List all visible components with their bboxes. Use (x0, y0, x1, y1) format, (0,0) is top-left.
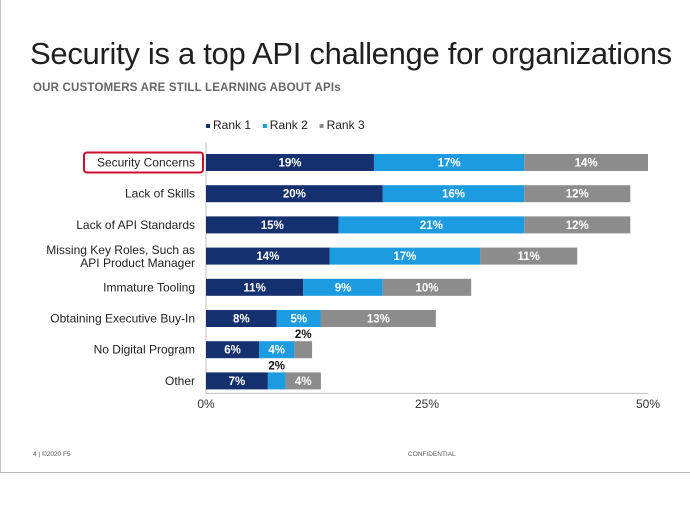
data-label: 9% (335, 282, 352, 294)
legend-label-3: Rank 3 (327, 118, 365, 132)
bar-segment (206, 154, 374, 171)
highlight-box (83, 151, 204, 174)
data-label: 21% (420, 220, 443, 232)
bar-segment (206, 247, 330, 265)
data-label: 10% (415, 282, 438, 294)
bar-segment (524, 154, 648, 171)
bar-segment (206, 278, 304, 296)
data-label: 7% (229, 376, 246, 388)
bar-segment (259, 341, 295, 359)
footer-confidential: CONFIDENTIAL (408, 451, 456, 458)
bar-segment (276, 310, 321, 327)
bar-segment (206, 310, 277, 327)
data-label: 11% (517, 251, 539, 263)
data-label: 17% (393, 251, 416, 263)
category-label: Obtaining Executive Buy-In (50, 312, 195, 326)
legend-swatch-1 (206, 124, 210, 128)
data-label: 13% (367, 314, 390, 326)
data-label: 2% (268, 360, 285, 372)
slide-title: Security is a top API challenge for orga… (30, 36, 672, 71)
data-label: 15% (261, 220, 284, 232)
bar-segment (206, 185, 383, 203)
legend-label-1: Rank 1 (213, 118, 251, 132)
bar-segment (206, 372, 268, 390)
below-slide-area (0, 473, 690, 517)
data-label: 4% (295, 376, 312, 388)
bar-segment (382, 185, 525, 203)
x-tick-label: 50% (636, 397, 660, 411)
data-label: 19% (278, 158, 301, 170)
category-label: Missing Key Roles, Such as API Product Ma… (46, 243, 195, 270)
bar-segment (294, 341, 313, 359)
category-label: Lack of API Standards (76, 218, 195, 232)
data-label: 20% (283, 189, 306, 201)
bar-segment (524, 216, 631, 234)
slide-left-edge (0, 0, 1, 472)
slide: Security is a top API challenge for orga… (0, 0, 690, 473)
slide-subtitle: OUR CUSTOMERS ARE STILL LEARNING ABOUT A… (33, 82, 341, 94)
x-tick-label: 25% (415, 397, 439, 411)
legend-label-2: Rank 2 (270, 118, 308, 132)
x-tick-label: 0% (197, 397, 215, 411)
bar-segment (285, 372, 321, 390)
category-label: Other (165, 374, 195, 388)
data-label: 5% (291, 314, 308, 326)
footer-page-number: 4 | ©2020 F5 (33, 451, 71, 458)
bar-segment (267, 372, 286, 390)
bar-segment (524, 185, 631, 203)
bar-segment (373, 154, 525, 171)
bar-segment (382, 278, 472, 296)
category-label: Immature Tooling (103, 280, 195, 294)
data-label: 12% (566, 189, 589, 201)
data-label: 2% (295, 329, 312, 341)
bar-segment (303, 278, 383, 296)
data-label: 11% (243, 282, 265, 294)
bar-segment (329, 247, 481, 265)
bar-segment (480, 247, 578, 265)
category-label: Lack of Skills (125, 187, 195, 201)
data-label: 4% (268, 345, 285, 357)
data-label: 14% (575, 158, 598, 170)
data-label: 12% (566, 220, 589, 232)
data-label: 6% (224, 345, 241, 357)
bar-segment (320, 310, 436, 327)
bar-segment (206, 216, 339, 234)
category-label: Security Concerns (97, 156, 195, 170)
category-label: No Digital Program (94, 343, 195, 357)
data-label: 16% (442, 189, 465, 201)
data-label: 14% (256, 251, 279, 263)
bar-segment (206, 341, 260, 359)
legend-swatch-2 (262, 124, 267, 128)
data-label: 8% (233, 314, 250, 326)
legend-swatch-3 (319, 124, 324, 128)
data-label: 17% (438, 158, 461, 170)
stacked-bar-chart: Rank 1 Rank 2 Rank 3 0% 25% 50% Security Conce… (46, 118, 660, 411)
bar-segment (338, 216, 525, 234)
